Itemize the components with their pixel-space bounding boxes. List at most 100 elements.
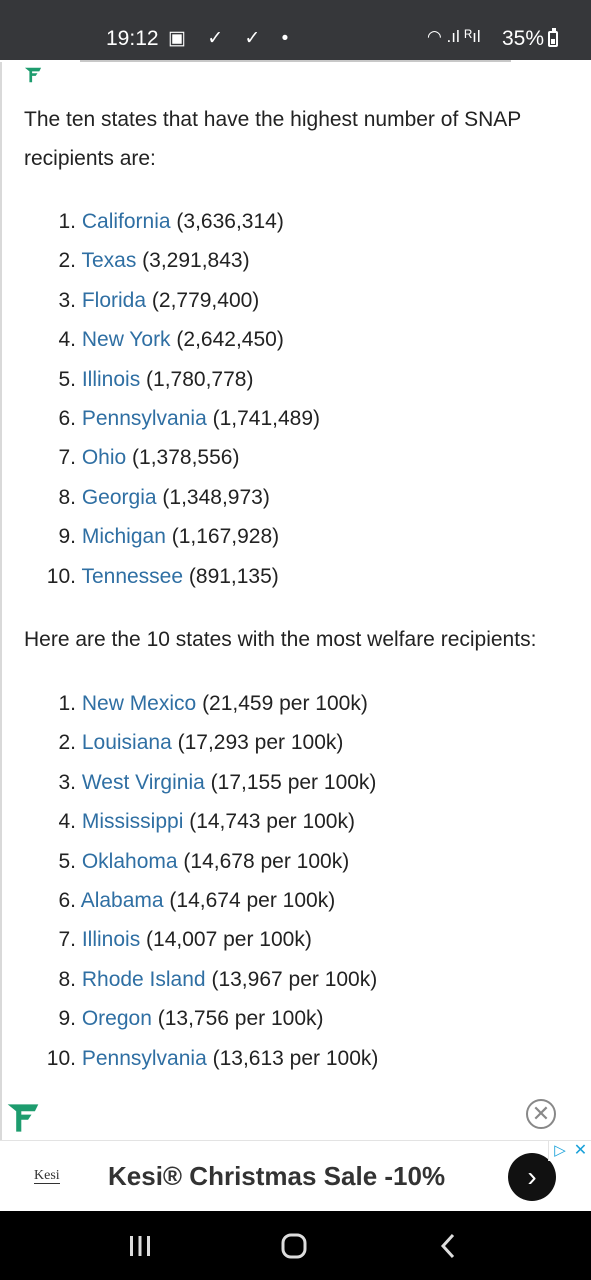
list-number: 3. bbox=[58, 770, 76, 794]
freedomist-logo-icon bbox=[24, 67, 42, 83]
address-bar-edge bbox=[80, 60, 511, 62]
battery-icon bbox=[548, 28, 558, 47]
state-value: (1,348,973) bbox=[162, 485, 270, 509]
state-value: (13,967 per 100k) bbox=[211, 967, 378, 991]
state-value: (17,155 per 100k) bbox=[210, 770, 377, 794]
state-link[interactable]: Illinois bbox=[81, 928, 141, 952]
state-link[interactable]: Florida bbox=[81, 288, 147, 312]
state-link[interactable]: Michigan bbox=[81, 525, 166, 549]
state-value: (14,007 per 100k) bbox=[146, 928, 312, 952]
home-button[interactable] bbox=[272, 1211, 316, 1280]
list-item: 5. Illinois (1,780,778) bbox=[0, 360, 320, 399]
recent-apps-icon bbox=[130, 1235, 150, 1256]
list-number: 5. bbox=[58, 367, 76, 391]
signal-icons: ◠ .ıl ᴿıl bbox=[427, 27, 481, 46]
state-link[interactable]: Texas bbox=[81, 249, 137, 273]
list-item: 1. New Mexico (21,459 per 100k) bbox=[0, 684, 378, 723]
content-border bbox=[0, 62, 2, 1142]
welfare-intro-paragraph: Here are the 10 states with the most wel… bbox=[24, 628, 537, 651]
state-link[interactable]: Pennsylvania bbox=[81, 1046, 207, 1070]
state-value: (2,642,450) bbox=[176, 328, 284, 352]
state-link[interactable]: Tennessee bbox=[81, 564, 184, 588]
list-number: 6. bbox=[58, 406, 76, 430]
state-value: (17,293 per 100k) bbox=[177, 731, 344, 755]
list-item: 6. Pennsylvania (1,741,489) bbox=[0, 399, 320, 438]
state-link[interactable]: New Mexico bbox=[81, 692, 197, 715]
snap-states-list: 1. California (3,636,314) 2. Texas (3,291… bbox=[0, 202, 320, 596]
list-item: 6. Alabama (14,674 per 100k) bbox=[0, 881, 378, 920]
notification-icons: ▣ ✓ ✓ • bbox=[168, 28, 297, 49]
list-item: 8. Georgia (1,348,973) bbox=[0, 478, 320, 517]
list-number: 3. bbox=[58, 288, 76, 312]
state-link[interactable]: Louisiana bbox=[81, 731, 172, 755]
list-number: 8. bbox=[58, 967, 76, 991]
list-item: 9. Oregon (13,756 per 100k) bbox=[0, 999, 378, 1038]
state-link[interactable]: Mississippi bbox=[81, 810, 184, 834]
recent-apps-button[interactable] bbox=[118, 1211, 162, 1280]
state-link[interactable]: Pennsylvania bbox=[81, 406, 207, 430]
list-number: 2. bbox=[58, 731, 76, 755]
back-button[interactable] bbox=[426, 1211, 470, 1280]
list-number: 2. bbox=[58, 249, 76, 273]
snap-intro-paragraph: The ten states that have the highest num… bbox=[24, 108, 521, 170]
list-item: 2. Texas (3,291,843) bbox=[0, 241, 320, 280]
list-item: 2. Louisiana (17,293 per 100k) bbox=[0, 723, 378, 762]
state-value: (3,636,314) bbox=[176, 210, 284, 233]
state-link[interactable]: Ohio bbox=[81, 446, 127, 470]
list-number: 6. bbox=[58, 888, 76, 912]
freedomist-logo-icon[interactable] bbox=[6, 1100, 40, 1136]
list-item: 5. Oklahoma (14,678 per 100k) bbox=[0, 842, 378, 881]
list-number: 9. bbox=[58, 525, 76, 549]
list-item: 3. Florida (2,779,400) bbox=[0, 281, 320, 320]
list-number: 7. bbox=[58, 928, 76, 952]
state-value: (1,741,489) bbox=[212, 406, 321, 430]
list-item: 4. Mississippi (14,743 per 100k) bbox=[0, 802, 378, 841]
state-link[interactable]: Oregon bbox=[81, 1007, 152, 1031]
state-value: (891,135) bbox=[188, 564, 279, 588]
state-link[interactable]: Rhode Island bbox=[81, 967, 206, 991]
state-value: (1,167,928) bbox=[171, 525, 280, 549]
ad-close-icon[interactable]: ✕ bbox=[570, 1141, 591, 1161]
state-value: (21,459 per 100k) bbox=[202, 692, 368, 715]
state-value: (14,678 per 100k) bbox=[183, 849, 350, 873]
list-item: 10. Pennsylvania (13,613 per 100k) bbox=[0, 1039, 379, 1078]
list-number: 8. bbox=[58, 485, 76, 509]
list-item: 4. New York (2,642,450) bbox=[0, 320, 320, 359]
list-number: 1. bbox=[58, 692, 76, 715]
state-value: (1,378,556) bbox=[132, 446, 240, 470]
clock: 19:12 bbox=[106, 27, 159, 50]
status-bar: 19:12 ▣ ✓ ✓ • ◠ .ıl ᴿıl 35% bbox=[0, 0, 591, 60]
list-item: 7. Illinois (14,007 per 100k) bbox=[0, 920, 378, 959]
ad-arrow-button[interactable]: › bbox=[508, 1153, 556, 1201]
ad-headline[interactable]: Kesi® Christmas Sale -10% bbox=[108, 1161, 446, 1191]
state-value: (1,780,778) bbox=[146, 367, 254, 391]
list-item: 8. Rhode Island (13,967 per 100k) bbox=[0, 960, 378, 999]
list-number: 4. bbox=[58, 810, 76, 834]
ad-banner[interactable]: Kesi Kesi® Christmas Sale -10% › ▷ ✕ bbox=[0, 1140, 591, 1211]
state-value: (3,291,843) bbox=[142, 249, 250, 273]
list-number: 5. bbox=[58, 849, 76, 873]
state-value: (13,613 per 100k) bbox=[212, 1046, 379, 1070]
navigation-bar bbox=[0, 1211, 591, 1280]
list-number: 1. bbox=[58, 210, 76, 233]
state-value: (14,743 per 100k) bbox=[189, 810, 355, 834]
ad-logo: Kesi bbox=[34, 1168, 60, 1184]
list-item: 9. Michigan (1,167,928) bbox=[0, 517, 320, 556]
battery-level: 35% bbox=[502, 27, 545, 50]
list-item: 3. West Virginia (17,155 per 100k) bbox=[0, 763, 378, 802]
list-item: 10. Tennessee (891,135) bbox=[0, 557, 320, 596]
state-link[interactable]: Alabama bbox=[80, 888, 164, 912]
back-icon bbox=[440, 1233, 455, 1258]
list-item: 7. Ohio (1,378,556) bbox=[0, 438, 320, 477]
home-icon bbox=[281, 1233, 307, 1258]
state-link[interactable]: Illinois bbox=[81, 367, 141, 391]
state-link[interactable]: Georgia bbox=[81, 485, 157, 509]
state-link[interactable]: Oklahoma bbox=[81, 849, 178, 873]
state-link[interactable]: West Virginia bbox=[81, 770, 205, 794]
state-link[interactable]: New York bbox=[81, 328, 171, 352]
state-link[interactable]: California bbox=[81, 210, 171, 233]
list-number: 7. bbox=[58, 446, 76, 470]
close-overlay-button[interactable]: ✕ bbox=[526, 1099, 556, 1129]
list-number: 10. bbox=[46, 1046, 76, 1070]
ad-choices-icon[interactable]: ▷ bbox=[548, 1141, 571, 1161]
